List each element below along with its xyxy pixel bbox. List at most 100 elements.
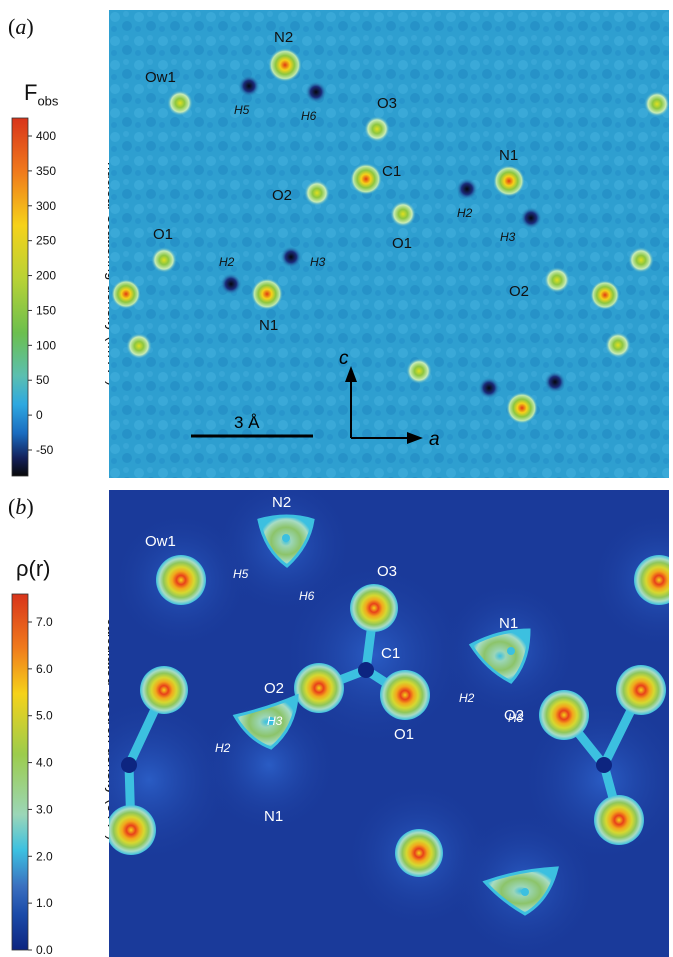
peak-bottom-right [506, 392, 538, 424]
label-n2: N2 [274, 29, 293, 46]
colorbar-tick-label: 2.0 [36, 849, 53, 863]
atom-n1-left-center [267, 717, 275, 725]
colorbar-tick-label: 1.0 [36, 896, 53, 910]
peak-o1-center [390, 201, 416, 227]
colorbar-tick-label: 200 [36, 269, 56, 283]
label-b-n1-right: N1 [499, 615, 518, 632]
peak-ow1 [167, 90, 193, 116]
axis-c-label: c [339, 348, 349, 369]
atom-n1-right [468, 628, 531, 684]
label-o2-left: O2 [272, 187, 292, 204]
atom-n2-center [282, 534, 290, 542]
c-center-right [596, 757, 612, 773]
colorbar-a: 400 350 300 250 200 150 100 50 0 -50 [11, 117, 56, 477]
label-b-n1-left: N1 [264, 808, 283, 825]
colorbar-a-gradient [11, 117, 29, 477]
label-o1-center: O1 [392, 235, 412, 252]
colorbar-tick-label: 5.0 [36, 709, 53, 723]
axis-a-label: a [429, 429, 440, 450]
label-n1-right: N1 [499, 147, 518, 164]
colorbar-tick-label: 50 [36, 373, 50, 387]
peak-lower-left [126, 333, 152, 359]
atom-right-lower [594, 795, 644, 845]
peak-n1-right [493, 165, 525, 197]
colorbar-tick-label: 4.0 [36, 756, 53, 770]
label-b-c1: C1 [381, 645, 400, 662]
colorbar-b-ticks: 7.0 6.0 5.0 4.0 3.0 2.0 1.0 0.0 [28, 615, 53, 957]
colorbar-a-ticks: 400 350 300 250 200 150 100 50 0 -50 [28, 129, 56, 457]
colorbar-tick-label: 0 [36, 408, 43, 422]
hole-h6 [305, 81, 327, 103]
peak-c1 [350, 163, 382, 195]
colorbar-tick-label: 250 [36, 234, 56, 248]
colorbar-tick-label: 300 [36, 199, 56, 213]
label-h6: H6 [301, 109, 317, 123]
colorbar-tick-label: 400 [36, 129, 56, 143]
peak-o3 [364, 116, 390, 142]
atom-bottom-right-center [521, 888, 529, 896]
peak-bottom-center [406, 358, 432, 384]
label-n1-left: N1 [259, 317, 278, 334]
colorbar-tick-label: 7.0 [36, 615, 53, 629]
atom-bottom-center [395, 829, 443, 877]
peak-right-2 [628, 247, 654, 273]
colorbar-b-title: ρ(r) [16, 556, 51, 581]
colorbar-b-gradient [11, 593, 29, 951]
axis-c-arrowhead [345, 366, 357, 382]
atom-right-edge [634, 555, 669, 605]
hole-h3-left [280, 246, 302, 268]
peak-n1-left [251, 278, 283, 310]
label-b-h3-right: H3 [508, 711, 524, 725]
hole-bottom-2 [544, 371, 566, 393]
colorbar-tick-label: 350 [36, 164, 56, 178]
label-h3-left: H3 [310, 255, 326, 269]
label-b-o1: O1 [394, 726, 414, 743]
hole-h2-left [220, 273, 242, 295]
label-h2-left: H2 [219, 255, 235, 269]
axis-a-arrowhead [407, 432, 423, 444]
atom-ow1 [156, 555, 206, 605]
label-b-h6: H6 [299, 589, 315, 603]
peak-right-edge [644, 91, 669, 117]
c1-center [358, 662, 374, 678]
atom-o2-left [294, 663, 344, 713]
hole-h2-right [456, 178, 478, 200]
hole-h3-right [520, 207, 542, 229]
atom-right-upper [616, 665, 666, 715]
hole-h5 [238, 75, 260, 97]
atom-o3 [350, 584, 398, 632]
peak-o2-left [304, 180, 330, 206]
map-a-background [109, 10, 669, 478]
peak-edge-left [111, 279, 141, 309]
colorbar-a-title: Fobs [24, 80, 59, 109]
colorbar-tick-label: 3.0 [36, 802, 53, 816]
colorbar-tick-label: 6.0 [36, 662, 53, 676]
label-ow1: Ow1 [145, 69, 176, 86]
peak-right-3 [605, 332, 631, 358]
label-o3: O3 [377, 95, 397, 112]
colorbar-tick-label: 100 [36, 338, 56, 352]
atom-bottom-right [482, 866, 559, 916]
label-h3-right: H3 [500, 230, 516, 244]
atom-n1-right-center [507, 647, 515, 655]
label-b-h3-left: H3 [267, 714, 283, 728]
label-o1-left: O1 [153, 226, 173, 243]
nuclear-density-map: N2 Ow1 O3 C1 O2 N1 O1 O1 N1 O2 H5 H6 H2 … [109, 10, 669, 478]
label-h2-right: H2 [457, 206, 473, 220]
atom-o1-center [380, 670, 430, 720]
panel-b-letter: (b) [8, 494, 34, 519]
peak-o2-right [544, 267, 570, 293]
colorbar-tick-label: 0.0 [36, 943, 53, 957]
electron-density-map: N2 Ow1 O3 C1 O2 N1 O1 N1 O2 H5 H6 H2 H3 … [109, 490, 669, 957]
atom-left-upper [140, 666, 188, 714]
colorbar-tick-label: 150 [36, 303, 56, 317]
label-b-h2-left: H2 [215, 741, 231, 755]
colorbar-b: 7.0 6.0 5.0 4.0 3.0 2.0 1.0 0.0 [11, 593, 53, 957]
label-b-n2: N2 [272, 494, 291, 511]
label-o2-right: O2 [509, 283, 529, 300]
label-b-h5: H5 [233, 567, 249, 581]
label-b-h2-right: H2 [459, 691, 475, 705]
peak-n2 [268, 48, 302, 82]
label-b-ow1: Ow1 [145, 533, 176, 550]
hole-bottom-1 [478, 377, 500, 399]
